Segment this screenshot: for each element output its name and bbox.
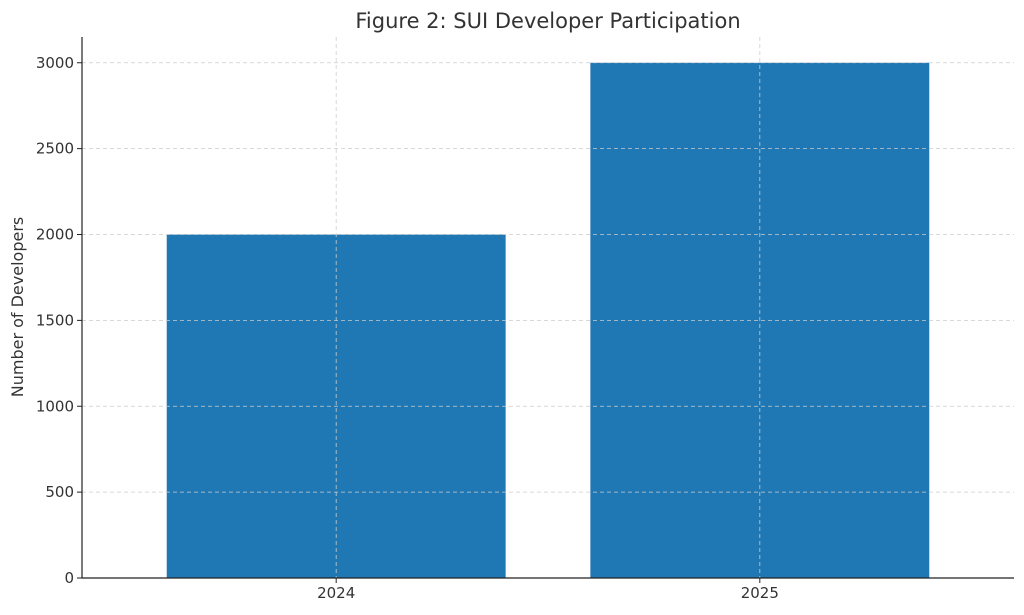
- y-tick-label: 2500: [36, 140, 74, 158]
- y-tick-label: 500: [45, 483, 74, 501]
- x-tick-label: 2024: [317, 584, 355, 602]
- bars: [82, 37, 1014, 579]
- chart-title: Figure 2: SUI Developer Participation: [355, 9, 740, 33]
- y-tick-label: 1500: [36, 311, 74, 329]
- axes: 0 500 1000 1500 2000 2500 3000 2024 2025: [36, 37, 1014, 602]
- y-axis-label: Number of Developers: [8, 217, 27, 398]
- y-tick-label: 3000: [36, 54, 74, 72]
- y-tick-label: 2000: [36, 226, 74, 244]
- y-tick-label: 1000: [36, 397, 74, 415]
- y-tick-label: 0: [64, 569, 74, 587]
- x-tick-label: 2025: [741, 584, 779, 602]
